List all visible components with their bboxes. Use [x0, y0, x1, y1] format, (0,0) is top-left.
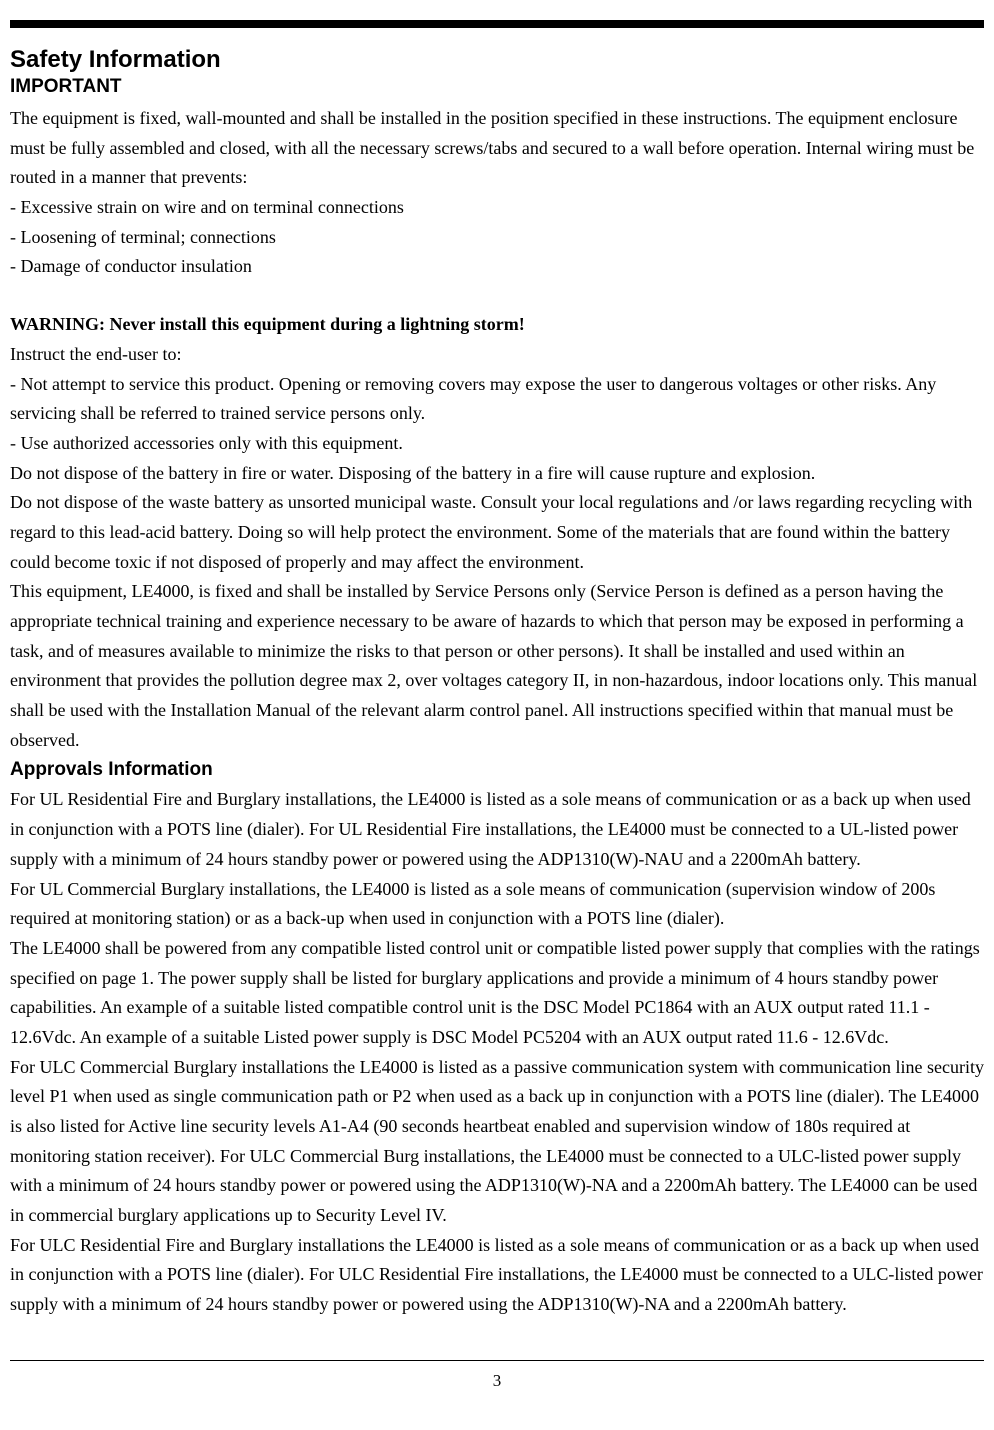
instruct-heading: Instruct the end-user to: — [10, 340, 984, 370]
page-title: Safety Information — [10, 46, 984, 74]
battery-paragraph: Do not dispose of the waste battery as u… — [10, 488, 984, 577]
intro-list-item: - Excessive strain on wire and on termin… — [10, 193, 984, 223]
approvals-paragraph: For ULC Commercial Burglary installation… — [10, 1053, 984, 1231]
intro-paragraph: The equipment is fixed, wall-mounted and… — [10, 104, 984, 193]
battery-paragraph: Do not dispose of the battery in fire or… — [10, 459, 984, 489]
approvals-paragraph: The LE4000 shall be powered from any com… — [10, 934, 984, 1053]
warning-text: WARNING: Never install this equipment du… — [10, 310, 984, 340]
approvals-paragraph: For ULC Residential Fire and Burglary in… — [10, 1231, 984, 1320]
footer-rule: 3 — [10, 1360, 984, 1391]
intro-list-item: - Damage of conductor insulation — [10, 252, 984, 282]
important-subtitle: IMPORTANT — [10, 76, 984, 98]
instruct-list-item: - Not attempt to service this product. O… — [10, 370, 984, 429]
instruct-list-item: - Use authorized accessories only with t… — [10, 429, 984, 459]
approvals-paragraph: For UL Residential Fire and Burglary ins… — [10, 785, 984, 874]
intro-list-item: - Loosening of terminal; connections — [10, 223, 984, 253]
top-rule — [10, 20, 984, 28]
battery-paragraph: This equipment, LE4000, is fixed and sha… — [10, 577, 984, 755]
approvals-paragraph: For UL Commercial Burglary installations… — [10, 875, 984, 934]
approvals-heading: Approvals Information — [10, 759, 984, 781]
page-number: 3 — [493, 1371, 502, 1390]
